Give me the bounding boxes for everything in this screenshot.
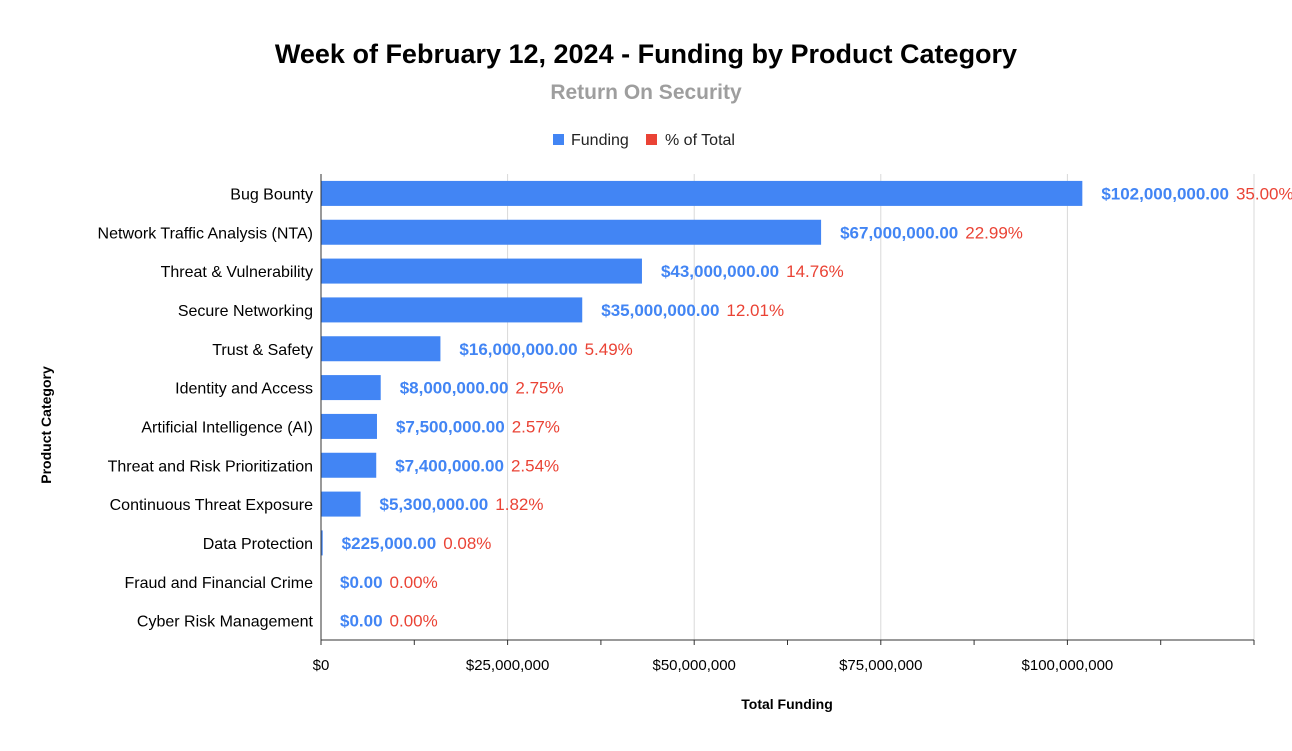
legend-swatch-percent [646, 134, 657, 145]
bars [321, 180, 1083, 556]
bar [321, 297, 583, 323]
percent-data-label: 0.08% [443, 534, 491, 553]
category-label: Cyber Risk Management [137, 614, 314, 631]
percent-data-label: 2.57% [512, 417, 560, 436]
legend-label-funding: Funding [571, 132, 629, 149]
bar [321, 336, 441, 362]
percent-data-label: 0.00% [390, 612, 438, 631]
category-label: Data Protection [203, 536, 313, 553]
category-label: Identity and Access [175, 381, 313, 398]
percent-data-label: 2.75% [515, 379, 563, 398]
funding-data-label: $7,500,000.00 [396, 417, 505, 436]
bar [321, 530, 323, 556]
bar [321, 452, 377, 478]
category-label: Artificial Intelligence (AI) [141, 419, 313, 436]
funding-data-label: $67,000,000.00 [840, 223, 958, 242]
legend: Funding % of Total [553, 132, 735, 149]
percent-data-label: 0.00% [390, 573, 438, 592]
bar [321, 375, 381, 401]
x-tick-label: $0 [313, 657, 330, 674]
percent-data-label: 35.00% [1236, 184, 1292, 203]
category-label: Bug Bounty [230, 186, 313, 203]
funding-data-label: $102,000,000.00 [1101, 184, 1229, 203]
percent-data-label: 1.82% [495, 495, 543, 514]
funding-data-label: $0.00 [340, 612, 383, 631]
category-label: Secure Networking [178, 303, 313, 320]
bar [321, 491, 361, 517]
bar [321, 180, 1083, 206]
percent-data-label: 2.54% [511, 456, 559, 475]
bar [321, 258, 642, 284]
y-axis-title: Product Category [38, 366, 54, 484]
category-labels: Bug Bounty Network Traffic Analysis (NTA)… [98, 186, 314, 630]
category-label: Continuous Threat Exposure [110, 497, 313, 514]
funding-data-label: $5,300,000.00 [380, 495, 489, 514]
category-label: Threat & Vulnerability [161, 264, 313, 281]
category-label: Threat and Risk Prioritization [108, 458, 313, 475]
funding-data-label: $43,000,000.00 [661, 262, 779, 281]
bar [321, 413, 377, 439]
percent-data-label: 22.99% [965, 223, 1023, 242]
x-tick-label: $75,000,000 [839, 657, 922, 674]
funding-data-label: $35,000,000.00 [601, 301, 719, 320]
percent-data-label: 12.01% [726, 301, 784, 320]
chart-subtitle: Return On Security [550, 81, 742, 104]
funding-data-label: $0.00 [340, 573, 383, 592]
category-label: Fraud and Financial Crime [124, 575, 313, 592]
funding-data-label: $8,000,000.00 [400, 379, 509, 398]
funding-data-label: $16,000,000.00 [459, 340, 577, 359]
x-axis-title: Total Funding [741, 696, 833, 712]
x-tick-label: $100,000,000 [1022, 657, 1114, 674]
funding-data-label: $225,000.00 [342, 534, 437, 553]
chart-title: Week of February 12, 2024 - Funding by P… [275, 39, 1017, 69]
gridlines [507, 174, 1255, 640]
legend-label-percent: % of Total [665, 132, 735, 149]
x-axis: $0 $25,000,000 $50,000,000 $75,000,000 $100,… [313, 174, 1255, 674]
percent-data-label: 5.49% [585, 340, 633, 359]
bar [321, 219, 822, 245]
category-label: Network Traffic Analysis (NTA) [98, 225, 313, 242]
funding-data-label: $7,400,000.00 [395, 456, 504, 475]
percent-data-label: 14.76% [786, 262, 844, 281]
x-tick-label: $25,000,000 [466, 657, 549, 674]
x-tick-label: $50,000,000 [652, 657, 735, 674]
data-labels: $102,000,000.00 35.00% $67,000,000.00 22.99… [340, 184, 1292, 630]
legend-swatch-funding [553, 134, 564, 145]
category-label: Trust & Safety [212, 342, 313, 359]
